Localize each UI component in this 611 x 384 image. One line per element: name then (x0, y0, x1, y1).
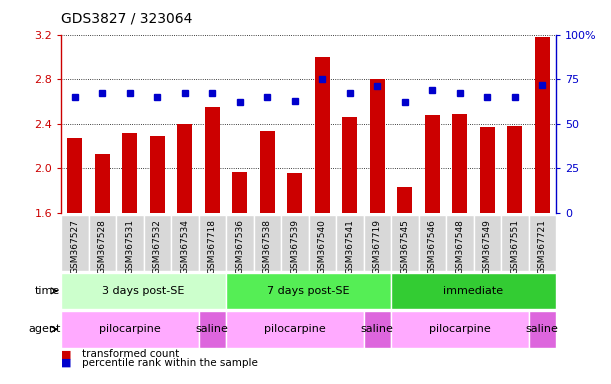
Text: pilocarpine: pilocarpine (264, 324, 326, 334)
Text: GSM367538: GSM367538 (263, 220, 272, 275)
Text: GSM367719: GSM367719 (373, 220, 382, 275)
Text: ■: ■ (61, 358, 71, 368)
Bar (61, 273, 226, 309)
Bar (452, 114, 467, 213)
Bar (254, 215, 281, 271)
Text: saline: saline (196, 324, 229, 334)
Bar (144, 215, 171, 271)
Bar (342, 117, 357, 213)
Text: GSM367548: GSM367548 (455, 220, 464, 275)
Text: GSM367549: GSM367549 (483, 220, 492, 275)
Bar (89, 215, 116, 271)
Bar (150, 136, 165, 213)
Bar (474, 215, 501, 271)
Bar (529, 311, 556, 348)
Bar (535, 37, 550, 213)
Text: GSM367539: GSM367539 (290, 220, 299, 275)
Bar (177, 124, 192, 213)
Text: transformed count: transformed count (82, 349, 180, 359)
Bar (309, 215, 336, 271)
Bar (397, 187, 412, 213)
Bar (370, 79, 385, 213)
Text: pilocarpine: pilocarpine (99, 324, 161, 334)
Bar (507, 126, 522, 213)
Bar (171, 215, 199, 271)
Text: GSM367536: GSM367536 (235, 220, 244, 275)
Text: GSM367534: GSM367534 (180, 220, 189, 275)
Text: GSM367551: GSM367551 (510, 220, 519, 275)
Bar (199, 215, 226, 271)
Bar (501, 215, 529, 271)
Text: percentile rank within the sample: percentile rank within the sample (82, 358, 258, 368)
Text: pilocarpine: pilocarpine (429, 324, 491, 334)
Text: agent: agent (28, 324, 60, 334)
Text: GSM367532: GSM367532 (153, 220, 162, 275)
Text: GDS3827 / 323064: GDS3827 / 323064 (61, 12, 192, 25)
Text: GSM367527: GSM367527 (70, 220, 79, 275)
Text: immediate: immediate (444, 286, 503, 296)
Text: GSM367528: GSM367528 (98, 220, 107, 275)
Text: GSM367546: GSM367546 (428, 220, 437, 275)
Bar (205, 107, 220, 213)
Text: saline: saline (526, 324, 558, 334)
Bar (315, 57, 330, 213)
Text: GSM367531: GSM367531 (125, 220, 134, 275)
Text: time: time (35, 286, 60, 296)
Bar (480, 127, 495, 213)
Bar (260, 131, 275, 213)
Text: GSM367545: GSM367545 (400, 220, 409, 275)
Bar (281, 215, 309, 271)
Bar (425, 115, 440, 213)
Bar (529, 215, 556, 271)
Bar (226, 273, 391, 309)
Bar (391, 215, 419, 271)
Bar (61, 311, 199, 348)
Bar (67, 138, 82, 213)
Text: ■: ■ (61, 349, 71, 359)
Bar (364, 311, 391, 348)
Text: GSM367541: GSM367541 (345, 220, 354, 275)
Bar (116, 215, 144, 271)
Bar (446, 215, 474, 271)
Text: 7 days post-SE: 7 days post-SE (267, 286, 350, 296)
Bar (95, 154, 110, 213)
Text: saline: saline (361, 324, 393, 334)
Bar (226, 311, 364, 348)
Bar (391, 311, 529, 348)
Bar (287, 173, 302, 213)
Bar (336, 215, 364, 271)
Bar (226, 215, 254, 271)
Text: GSM367540: GSM367540 (318, 220, 327, 275)
Bar (199, 311, 226, 348)
Text: 3 days post-SE: 3 days post-SE (103, 286, 185, 296)
Bar (364, 215, 391, 271)
Bar (61, 215, 89, 271)
Bar (419, 215, 446, 271)
Text: GSM367718: GSM367718 (208, 220, 217, 275)
Bar (232, 172, 247, 213)
Bar (391, 273, 556, 309)
Bar (122, 133, 137, 213)
Text: GSM367721: GSM367721 (538, 220, 547, 275)
